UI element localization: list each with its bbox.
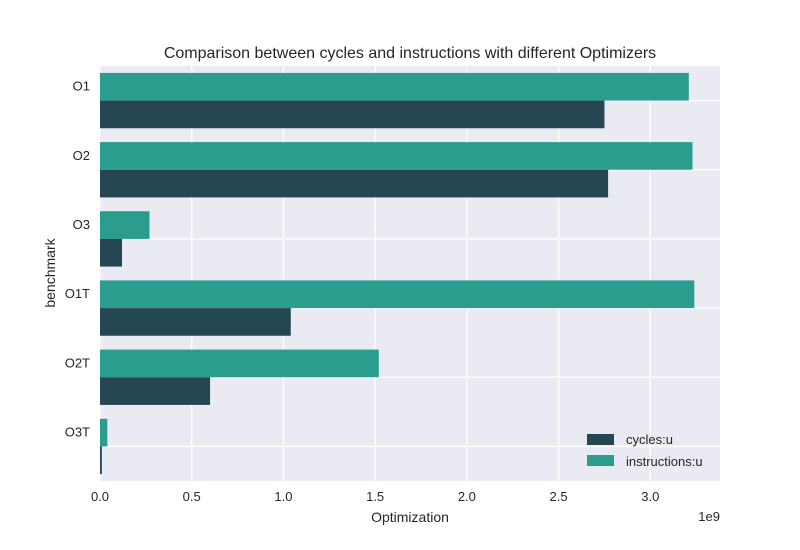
bar-cycles-O2 xyxy=(100,169,609,198)
x-tick-label: 0.5 xyxy=(183,489,201,504)
bar-cycles-O2T xyxy=(100,377,211,405)
legend: cycles:u instructions:u xyxy=(587,432,703,469)
y-tick-label: O2T xyxy=(65,355,90,370)
x-axis-label: Optimization xyxy=(371,509,449,525)
chart-title: Comparison between cycles and instructio… xyxy=(164,45,656,62)
x-tick-labels: 0.0 0.5 1.0 1.5 2.0 2.5 3.0 xyxy=(91,489,659,504)
legend-label-instructions: instructions:u xyxy=(626,454,703,469)
plot-area xyxy=(100,66,720,481)
bar-cycles-O3T xyxy=(100,446,102,475)
y-tick-label: O1T xyxy=(65,286,90,301)
y-tick-label: O2 xyxy=(73,148,90,163)
bar-cycles-O1 xyxy=(100,100,605,129)
x-tick-label: 2.0 xyxy=(458,489,476,504)
bar-instructions-O2T xyxy=(100,349,379,378)
bar-instructions-O2 xyxy=(100,142,693,170)
x-tick-label: 1.5 xyxy=(366,489,384,504)
bar-instructions-O1 xyxy=(100,72,689,101)
y-tick-label: O3T xyxy=(65,424,90,439)
x-offset-label: 1e9 xyxy=(698,509,720,524)
y-axis-label: benchmark xyxy=(42,237,58,307)
legend-label-cycles: cycles:u xyxy=(626,432,673,447)
x-tick-label: 2.5 xyxy=(550,489,568,504)
x-tick-label: 1.0 xyxy=(274,489,292,504)
bar-cycles-O1T xyxy=(100,308,291,336)
legend-swatch-cycles xyxy=(587,434,614,445)
bar-cycles-O3 xyxy=(100,238,123,267)
bar-instructions-O1T xyxy=(100,280,695,309)
x-tick-label: 3.0 xyxy=(641,489,659,504)
y-tick-label: O3 xyxy=(73,217,90,232)
y-tick-label: O1 xyxy=(73,79,90,94)
bar-instructions-O3 xyxy=(100,211,150,239)
legend-swatch-instructions xyxy=(587,455,614,466)
x-tick-label: 0.0 xyxy=(91,489,109,504)
y-tick-labels: O1 O2 O3 O1T O2T O3T xyxy=(65,79,90,440)
bar-instructions-O3T xyxy=(100,418,108,447)
bars xyxy=(100,72,695,475)
